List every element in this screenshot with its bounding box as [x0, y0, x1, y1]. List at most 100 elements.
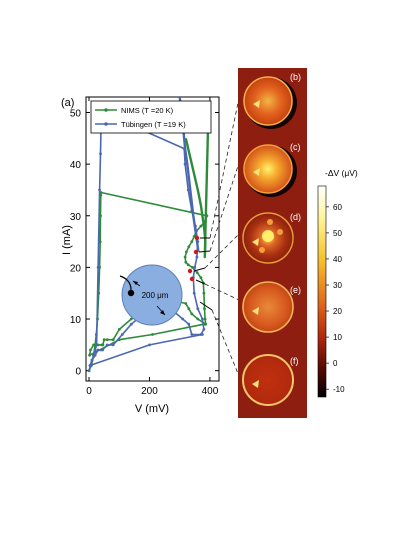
colorbar-ramp — [317, 185, 327, 398]
series-1-point-38 — [96, 348, 100, 352]
y-tick-label-30: 30 — [70, 212, 82, 223]
legend-label-nims: NIMS (T =20 K) — [121, 106, 174, 115]
inset-sample: 200 μm — [119, 264, 183, 326]
series-1-point-35 — [105, 343, 109, 347]
series-1-point-6 — [96, 266, 100, 269]
plot-a: (a) 0 10 20 30 40 50 0 200 400 I (mA) V (mV) NI… — [61, 96, 220, 415]
inset-disk — [121, 264, 183, 326]
image-d-hotspot-top — [267, 219, 273, 225]
series-1-point-41 — [88, 364, 92, 367]
colorbar-tick-label-30: 30 — [333, 281, 342, 290]
colorbar-tick-label-50: 50 — [333, 229, 342, 238]
colorbar-tick-label-10: 10 — [333, 333, 342, 342]
image-b: (b) — [243, 72, 301, 129]
series-0-point-29 — [203, 317, 207, 321]
state-marker-c — [193, 249, 199, 255]
legend-marker-tubingen — [104, 122, 108, 126]
series-0-point-41 — [105, 338, 109, 342]
arrow-d — [193, 267, 206, 272]
connector-c — [209, 162, 240, 252]
y-tick-label-0: 0 — [75, 367, 81, 378]
series-0-point-18 — [187, 245, 191, 249]
legend-label-tubingen: Tübingen (T =19 K) — [121, 120, 186, 129]
colorbar-ticks: 60 50 40 30 20 10 0 -10 — [326, 203, 345, 394]
inset-arrowhead-right — [160, 310, 165, 315]
image-c-contact — [253, 168, 260, 176]
series-0-point-19 — [185, 250, 188, 254]
series-1-point-20 — [192, 291, 196, 295]
y-axis-label: I (mA) — [61, 225, 73, 255]
connector-lines — [204, 97, 240, 377]
image-f: (f) — [242, 354, 299, 406]
series-0-point-24 — [195, 271, 199, 274]
series-0-point-27 — [202, 291, 206, 295]
image-d-hotspot-low — [259, 247, 265, 253]
colorbar-tick-label-0: 0 — [333, 359, 338, 368]
legend-box — [90, 100, 212, 134]
series-0-point-40 — [111, 338, 115, 342]
plot-frame — [85, 96, 220, 382]
series-0-point-33 — [187, 307, 191, 311]
series-1-point-12 — [183, 162, 187, 166]
series-0-point-28 — [203, 307, 206, 311]
series-1-point-5 — [95, 343, 98, 347]
series-1-point-33 — [120, 333, 124, 336]
connector-b — [209, 97, 240, 239]
connector-f — [211, 309, 240, 377]
arrow-f — [199, 301, 213, 311]
inset-arrowhead-left — [133, 281, 138, 285]
series-0-point-42 — [102, 338, 106, 342]
arrow-e — [195, 279, 206, 285]
colorbar-tick-label--10: -10 — [333, 385, 345, 394]
series-1-point-32 — [129, 322, 133, 326]
image-e: (e) — [242, 281, 301, 333]
series-1-point-17 — [195, 255, 199, 259]
series-1-point-22 — [201, 317, 204, 321]
image-f-contact — [252, 380, 259, 388]
state-arrows — [193, 237, 213, 311]
image-e-label: (e) — [290, 285, 301, 295]
state-markers — [187, 235, 200, 282]
series-1-point-27 — [181, 317, 185, 321]
series-1-point-18 — [193, 266, 197, 269]
y-tick-label-10: 10 — [70, 315, 82, 326]
image-c-label: (c) — [290, 142, 301, 152]
image-d-hotspot-right — [277, 229, 283, 235]
image-f-disk — [242, 354, 294, 406]
series-0-point-50 — [151, 333, 154, 336]
y-axis: 0 10 20 30 40 50 — [70, 108, 219, 378]
series-0-point-32 — [190, 312, 194, 316]
series-0-point-14 — [199, 224, 203, 228]
colorbar-tick-label-40: 40 — [333, 255, 342, 264]
series-1-point-42 — [148, 343, 151, 347]
image-c-disk — [243, 144, 293, 194]
panel-label-a: (a) — [61, 97, 74, 109]
y-tick-label-20: 20 — [70, 263, 82, 274]
x-axis-label: V (mV) — [135, 403, 169, 415]
series-1-point-8 — [99, 152, 102, 156]
series-1-point-26 — [187, 322, 191, 326]
image-c: (c) — [243, 142, 301, 197]
series-1-point-40 — [90, 358, 94, 362]
inset-scale-label: 200 μm — [142, 291, 169, 300]
legend: NIMS (T =20 K) Tübingen (T =19 K) — [90, 100, 212, 134]
series-0-point-34 — [184, 302, 188, 305]
inset-contact — [127, 289, 135, 297]
series-0-point-46 — [92, 343, 95, 347]
series-line-0 — [88, 191, 208, 372]
series-0-point-20 — [183, 255, 187, 259]
connector-d — [204, 233, 240, 269]
y-tick-label-50: 50 — [70, 108, 82, 119]
series-1-point-7 — [98, 188, 101, 192]
series-0-point-22 — [186, 263, 190, 267]
series-0-point-21 — [184, 260, 188, 264]
x-tick-label-0: 0 — [86, 386, 92, 397]
image-d-hotspot-center — [262, 230, 274, 242]
image-f-label: (f) — [290, 356, 299, 366]
image-d-contact — [252, 238, 259, 246]
x-tick-label-200: 200 — [141, 386, 158, 397]
series-1-point-13 — [186, 188, 190, 192]
series-0-point-25 — [199, 276, 203, 280]
series-1-point-4 — [93, 348, 97, 352]
